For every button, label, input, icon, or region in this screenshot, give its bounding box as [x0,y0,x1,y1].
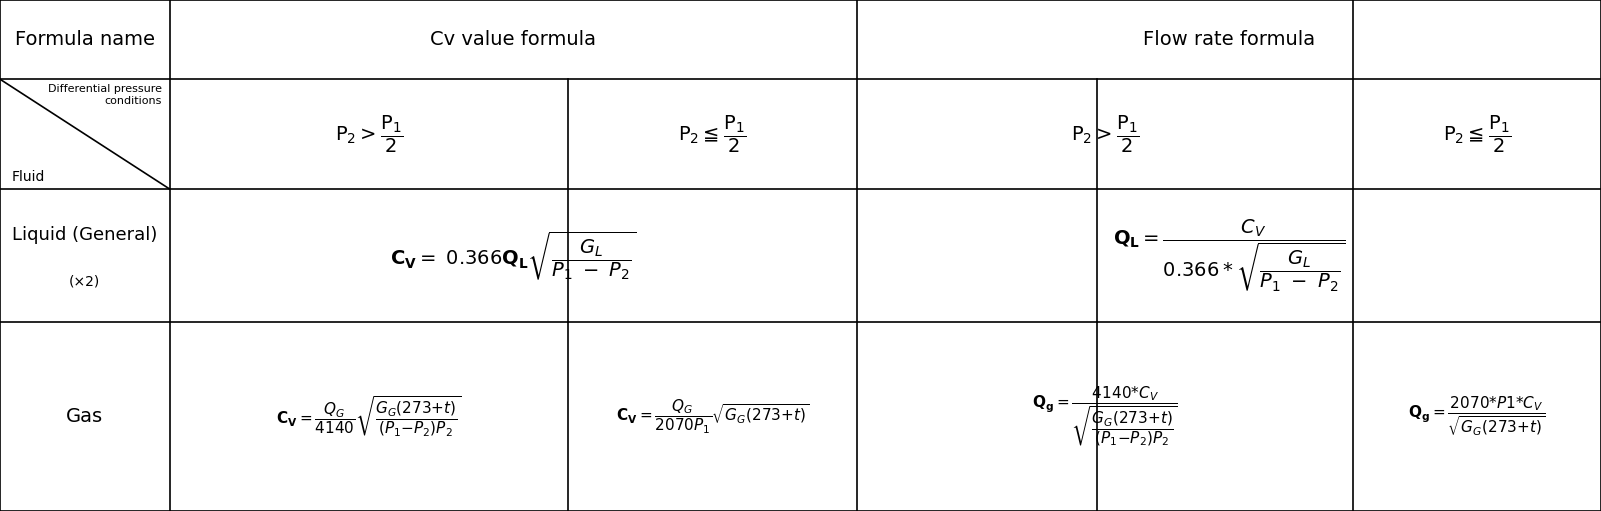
Text: (×2): (×2) [69,274,101,288]
Text: $\mathbf{C}_{\mathbf{V}}{=}\dfrac{Q_G}{2070P_1}\sqrt{G_G(273{+}t)}$: $\mathbf{C}_{\mathbf{V}}{=}\dfrac{Q_G}{2… [616,398,809,435]
Text: Fluid: Fluid [11,170,45,184]
Text: $\mathbf{Q}_{\mathbf{L}}{=}\dfrac{C_V}{0.366*\sqrt{\dfrac{G_L}{P_1\ -\ P_2}}}$: $\mathbf{Q}_{\mathbf{L}}{=}\dfrac{C_V}{0… [1113,218,1345,293]
Text: Formula name: Formula name [14,30,155,49]
Text: Differential pressure
conditions: Differential pressure conditions [48,84,162,106]
Text: $\mathrm{P_2{>}\dfrac{P_1}{2}}$: $\mathrm{P_2{>}\dfrac{P_1}{2}}$ [1071,113,1138,155]
Text: $\mathrm{P_2{\leqq}\dfrac{P_1}{2}}$: $\mathrm{P_2{\leqq}\dfrac{P_1}{2}}$ [1443,113,1511,155]
Text: Cv value formula: Cv value formula [431,30,596,49]
Text: $\mathbf{C}_{\mathbf{V}}{=}\dfrac{Q_G}{4140}\sqrt{\dfrac{G_G(273{+}t)}{(P_1{-}P_: $\mathbf{C}_{\mathbf{V}}{=}\dfrac{Q_G}{4… [277,394,461,438]
Text: Gas: Gas [66,407,104,426]
Text: $\mathbf{C}_{\mathbf{V}}{=}\ 0.366\mathbf{Q}_{\mathbf{L}}\sqrt{\dfrac{G_L}{P_1\ : $\mathbf{C}_{\mathbf{V}}{=}\ 0.366\mathb… [389,229,637,282]
Text: $\mathbf{Q}_{\mathbf{g}}{=}\dfrac{2070{*}P1{*}C_V}{\sqrt{G_G(273{+}t)}}$: $\mathbf{Q}_{\mathbf{g}}{=}\dfrac{2070{*… [1409,395,1545,438]
Text: Liquid (General): Liquid (General) [13,226,157,244]
Text: $\mathrm{P_2{\leqq}\dfrac{P_1}{2}}$: $\mathrm{P_2{\leqq}\dfrac{P_1}{2}}$ [679,113,746,155]
Text: Flow rate formula: Flow rate formula [1143,30,1314,49]
Text: $\mathbf{Q}_{\mathbf{g}}{=}\dfrac{4140{*}C_V}{\sqrt{\dfrac{G_G(273{+}t)}{(P_1{-}: $\mathbf{Q}_{\mathbf{g}}{=}\dfrac{4140{*… [1031,385,1178,448]
Text: $\mathrm{P_2{>}\dfrac{P_1}{2}}$: $\mathrm{P_2{>}\dfrac{P_1}{2}}$ [335,113,403,155]
